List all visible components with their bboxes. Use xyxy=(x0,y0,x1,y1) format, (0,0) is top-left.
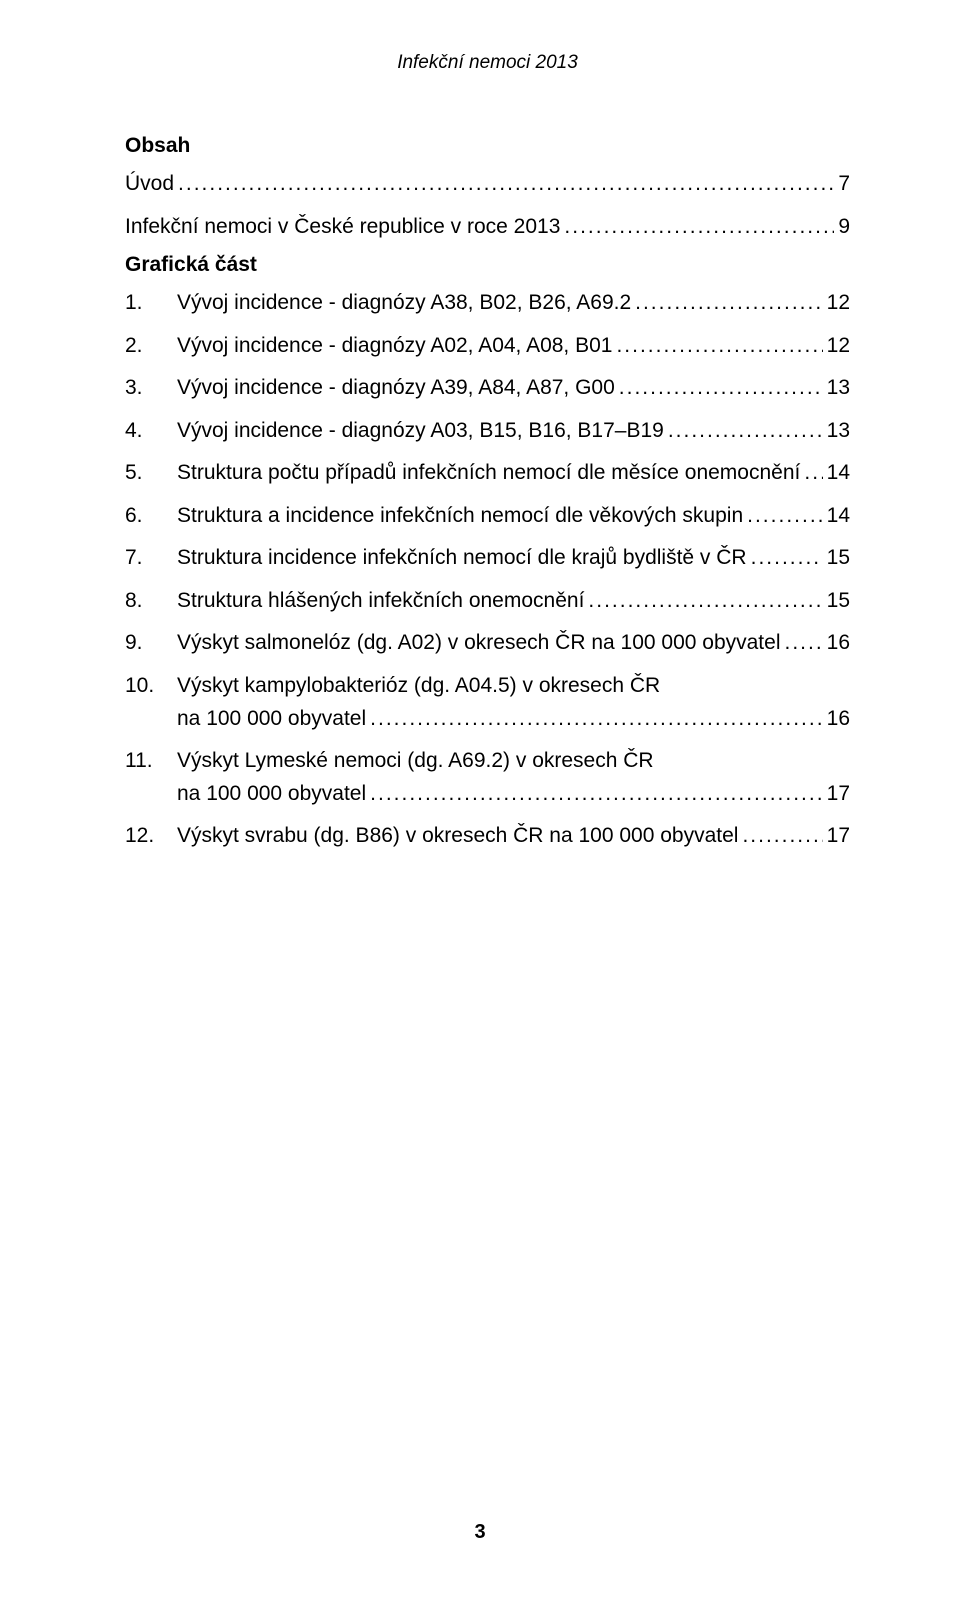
toc-label: Úvod xyxy=(125,168,174,201)
toc-num: 10. xyxy=(125,670,177,703)
toc-dots xyxy=(366,778,822,811)
toc-page: 17 xyxy=(823,820,850,853)
toc-label: Vývoj incidence - diagnózy A02, A04, A08… xyxy=(177,330,612,363)
toc-page: 15 xyxy=(823,585,850,618)
toc-entry: 3. Vývoj incidence - diagnózy A39, A84, … xyxy=(125,372,850,405)
toc-num: 12. xyxy=(125,820,177,853)
obsah-heading: Obsah xyxy=(125,134,850,158)
toc-page: 16 xyxy=(823,627,850,660)
toc-entry: 2. Vývoj incidence - diagnózy A02, A04, … xyxy=(125,330,850,363)
toc-dots xyxy=(366,703,822,736)
toc-entry-uvod: Úvod 7 xyxy=(125,168,850,201)
toc-num: 1. xyxy=(125,287,177,320)
toc-dots xyxy=(800,457,822,490)
toc-num: 6. xyxy=(125,500,177,533)
toc-dots xyxy=(738,820,822,853)
toc-page: 12 xyxy=(823,287,850,320)
graficka-cast-heading: Grafická část xyxy=(125,253,850,277)
toc-entry: 10. Výskyt kampylobakterióz (dg. A04.5) … xyxy=(125,670,850,735)
toc-label: Výskyt svrabu (dg. B86) v okresech ČR na… xyxy=(177,820,738,853)
toc-dots xyxy=(612,330,822,363)
toc-label: Výskyt kampylobakterióz (dg. A04.5) v ok… xyxy=(177,670,850,703)
toc-label: Výskyt Lymeské nemoci (dg. A69.2) v okre… xyxy=(177,745,850,778)
toc-label: Struktura incidence infekčních nemocí dl… xyxy=(177,542,747,575)
toc-page: 15 xyxy=(823,542,850,575)
toc-dots xyxy=(560,211,834,244)
toc-label: Struktura a incidence infekčních nemocí … xyxy=(177,500,743,533)
toc-page: 16 xyxy=(823,703,850,736)
toc-label: Vývoj incidence - diagnózy A38, B02, B26… xyxy=(177,287,631,320)
toc-label: na 100 000 obyvatel xyxy=(177,703,366,736)
toc-num: 9. xyxy=(125,627,177,660)
toc-page: 13 xyxy=(823,372,850,405)
toc-num: 3. xyxy=(125,372,177,405)
toc-num: 7. xyxy=(125,542,177,575)
toc-label: Struktura počtu případů infekčních nemoc… xyxy=(177,457,800,490)
toc-entry: 12. Výskyt svrabu (dg. B86) v okresech Č… xyxy=(125,820,850,853)
toc-page: 13 xyxy=(823,415,850,448)
toc-label: na 100 000 obyvatel xyxy=(177,778,366,811)
toc-entry: 1. Vývoj incidence - diagnózy A38, B02, … xyxy=(125,287,850,320)
toc-dots xyxy=(615,372,823,405)
toc-entry: 7. Struktura incidence infekčních nemocí… xyxy=(125,542,850,575)
document-header: Infekční nemoci 2013 xyxy=(125,52,850,74)
toc-entry: 8. Struktura hlášených infekčních onemoc… xyxy=(125,585,850,618)
toc-num: 8. xyxy=(125,585,177,618)
toc-label: Infekční nemoci v České republice v roce… xyxy=(125,211,560,244)
document-page: Infekční nemoci 2013 Obsah Úvod 7 Infekč… xyxy=(0,0,960,1610)
toc-dots xyxy=(631,287,823,320)
toc-page: 14 xyxy=(823,457,850,490)
toc-num: 5. xyxy=(125,457,177,490)
toc-entry: 6. Struktura a incidence infekčních nemo… xyxy=(125,500,850,533)
toc-dots xyxy=(174,168,834,201)
toc-page: 17 xyxy=(823,778,850,811)
toc-num: 2. xyxy=(125,330,177,363)
toc-label: Výskyt salmonelóz (dg. A02) v okresech Č… xyxy=(177,627,780,660)
toc-dots xyxy=(743,500,823,533)
toc-entry: 4. Vývoj incidence - diagnózy A03, B15, … xyxy=(125,415,850,448)
toc-entry-chapter: Infekční nemoci v České republice v roce… xyxy=(125,211,850,244)
toc-page: 7 xyxy=(834,168,850,201)
toc-dots xyxy=(584,585,822,618)
page-number: 3 xyxy=(0,1521,960,1544)
toc-page: 12 xyxy=(823,330,850,363)
toc-entry: 9. Výskyt salmonelóz (dg. A02) v okresec… xyxy=(125,627,850,660)
toc-page: 9 xyxy=(834,211,850,244)
toc-entry: 5. Struktura počtu případů infekčních ne… xyxy=(125,457,850,490)
toc-dots xyxy=(747,542,823,575)
toc-num: 4. xyxy=(125,415,177,448)
toc-page: 14 xyxy=(823,500,850,533)
toc-dots xyxy=(780,627,822,660)
toc-dots xyxy=(664,415,823,448)
toc-label: Vývoj incidence - diagnózy A39, A84, A87… xyxy=(177,372,615,405)
toc-label: Vývoj incidence - diagnózy A03, B15, B16… xyxy=(177,415,664,448)
toc-label: Struktura hlášených infekčních onemocněn… xyxy=(177,585,584,618)
toc-num: 11. xyxy=(125,745,177,778)
toc-entry: 11. Výskyt Lymeské nemoci (dg. A69.2) v … xyxy=(125,745,850,810)
